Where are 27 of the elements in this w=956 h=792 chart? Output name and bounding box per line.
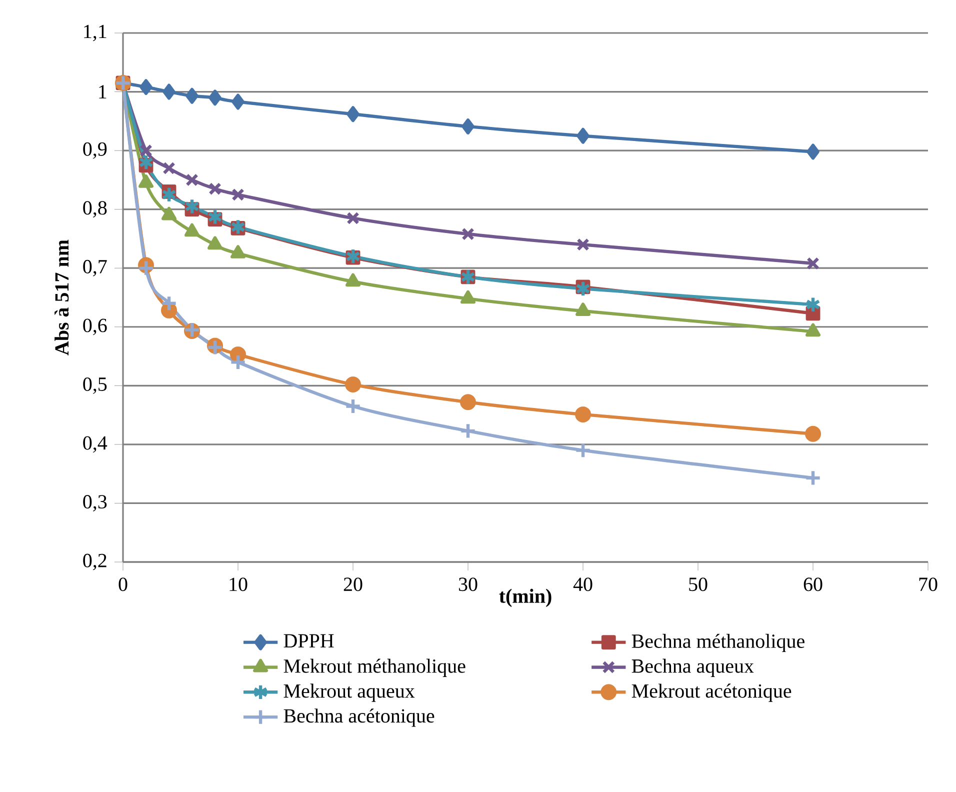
legend-label: Bechna acétonique: [284, 708, 434, 727]
y-tick-label: 0,5: [83, 377, 107, 394]
y-tick-label: 0,6: [83, 318, 107, 336]
legend-label: Mekrout aqueux: [284, 684, 415, 702]
legend-label: DPPH: [284, 634, 334, 648]
y-tick-label: 0,7: [83, 260, 107, 276]
legend-label: Bechna aqueux: [632, 658, 754, 677]
y-tick-label: 0,3: [83, 495, 107, 512]
x-tick-label: 50: [689, 578, 708, 592]
x-tick-label: 30: [458, 578, 478, 592]
x-axis-title: t(min): [499, 588, 552, 607]
y-tick-label: 0,4: [83, 436, 108, 453]
y-tick-label: 0,2: [83, 554, 106, 570]
y-tick-label: 1,1: [84, 24, 106, 42]
y-axis-title: Abs à 517 nm: [54, 240, 69, 356]
legend-label: Mekrout méthanolique: [284, 658, 466, 677]
x-tick-label: 60: [804, 578, 822, 592]
y-tick-label: 0,8: [83, 201, 107, 218]
x-tick-label: 10: [230, 578, 248, 592]
x-tick-label: 0: [118, 578, 128, 592]
x-tick-label: 70: [919, 578, 938, 592]
x-tick-label: 20: [344, 578, 362, 592]
legend-label: Mekrout acétonique: [632, 684, 792, 702]
y-tick-label: 1: [99, 85, 106, 98]
x-tick-label: 40: [573, 578, 592, 592]
legend-label: Bechna méthanolique: [632, 634, 804, 652]
y-tick-label: 0,9: [83, 142, 107, 159]
